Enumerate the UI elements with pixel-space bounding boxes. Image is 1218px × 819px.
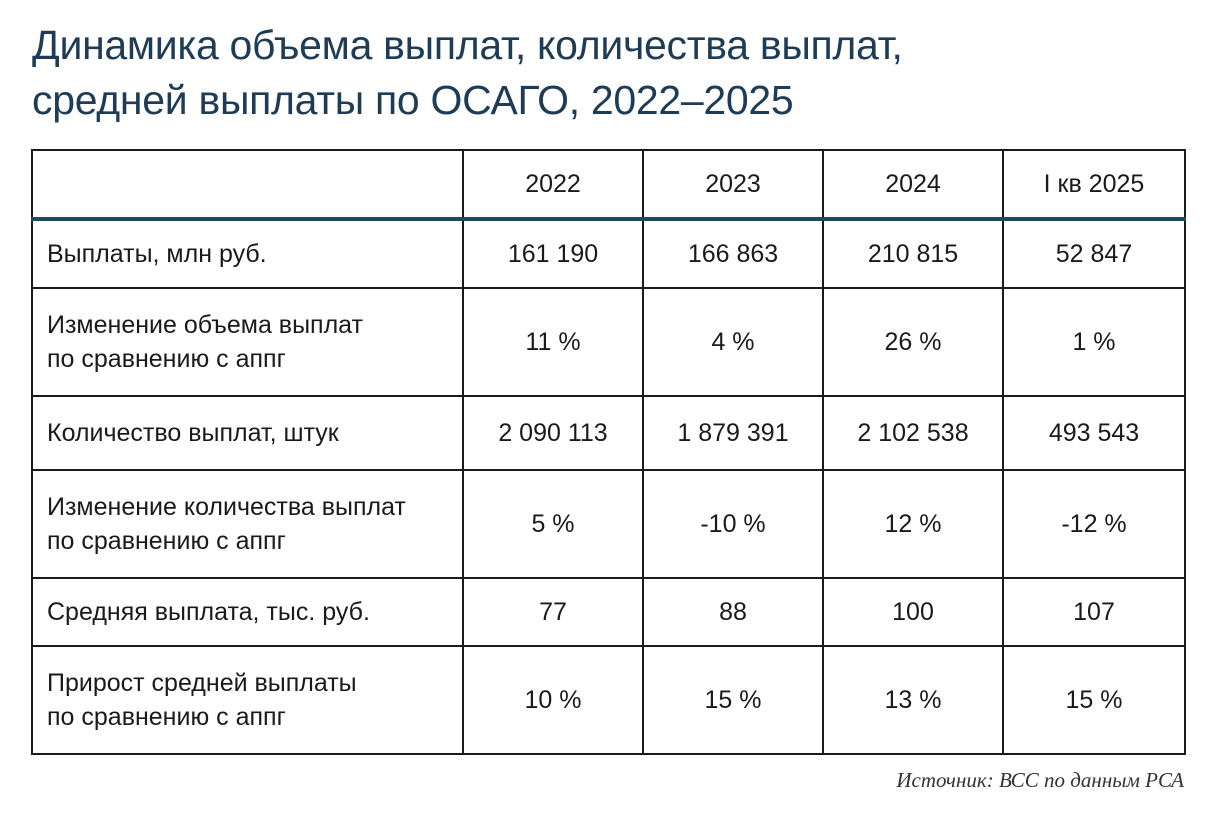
table-cell: 26 % [822,287,1004,397]
table-cell: 2 102 538 [822,395,1004,471]
row-label: Изменение количества выплат по сравнению… [31,469,464,579]
row-label-line: по сравнению с аппг [47,703,286,731]
table-cell: 166 863 [642,218,824,289]
row-label-line: Количество выплат, штук [47,419,339,447]
header-cell-empty [31,149,464,221]
header-cell-2024: 2024 [822,149,1004,221]
row-label: Количество выплат, штук [31,395,464,471]
row-label-line: Изменение объема выплат [47,311,363,339]
row-label: Прирост средней выплаты по сравнению с а… [31,645,464,755]
header-cell-2022: 2022 [462,149,644,221]
row-label-line: Средняя выплата, тыс. руб. [47,598,370,626]
source-note: Источник: ВСС по данным РСА [896,768,1184,792]
table-cell: 5 % [462,469,644,579]
header-cell-q1-2025: I кв 2025 [1002,149,1186,221]
table-cell: 77 [462,577,644,647]
row-label-line: по сравнению с аппг [47,527,286,555]
table-cell: 4 % [642,287,824,397]
row-label: Средняя выплата, тыс. руб. [31,577,464,647]
table-cell: 107 [1002,577,1186,647]
table-row: Выплаты, млн руб. 161 190 166 863 210 81… [31,218,1186,289]
data-table: 2022 2023 2024 I кв 2025 Выплаты, млн ру… [31,149,1186,755]
row-label-line: Прирост средней выплаты [47,669,357,697]
table-row: Количество выплат, штук 2 090 113 1 879 … [31,395,1186,471]
row-label: Выплаты, млн руб. [31,218,464,289]
table-cell: -10 % [642,469,824,579]
header-cell-2023: 2023 [642,149,824,221]
table-row: Изменение количества выплат по сравнению… [31,469,1186,579]
table-cell: 100 [822,577,1004,647]
table-cell: 15 % [642,645,824,755]
table-cell: 15 % [1002,645,1186,755]
row-label: Изменение объема выплат по сравнению с а… [31,287,464,397]
row-label-line: по сравнению с аппг [47,345,286,373]
table-row: Изменение объема выплат по сравнению с а… [31,287,1186,397]
table-row: Прирост средней выплаты по сравнению с а… [31,645,1186,755]
table-cell: 11 % [462,287,644,397]
table-header-row: 2022 2023 2024 I кв 2025 [31,149,1186,221]
table-cell: 161 190 [462,218,644,289]
title-line-1: Динамика объема выплат, количества выпла… [32,22,903,68]
row-label-line: Изменение количества выплат [47,493,406,521]
table-row: Средняя выплата, тыс. руб. 77 88 100 107 [31,577,1186,647]
table-cell: 493 543 [1002,395,1186,471]
table-cell: 10 % [462,645,644,755]
table-cell: 1 879 391 [642,395,824,471]
table-cell: 12 % [822,469,1004,579]
page-title: Динамика объема выплат, количества выпла… [32,18,1192,128]
row-label-line: Выплаты, млн руб. [47,240,267,268]
table-cell: -12 % [1002,469,1186,579]
table-cell: 52 847 [1002,218,1186,289]
table-cell: 2 090 113 [462,395,644,471]
table-cell: 1 % [1002,287,1186,397]
table-cell: 210 815 [822,218,1004,289]
table-cell: 13 % [822,645,1004,755]
table-cell: 88 [642,577,824,647]
title-line-2: средней выплаты по ОСАГО, 2022–2025 [32,77,794,123]
